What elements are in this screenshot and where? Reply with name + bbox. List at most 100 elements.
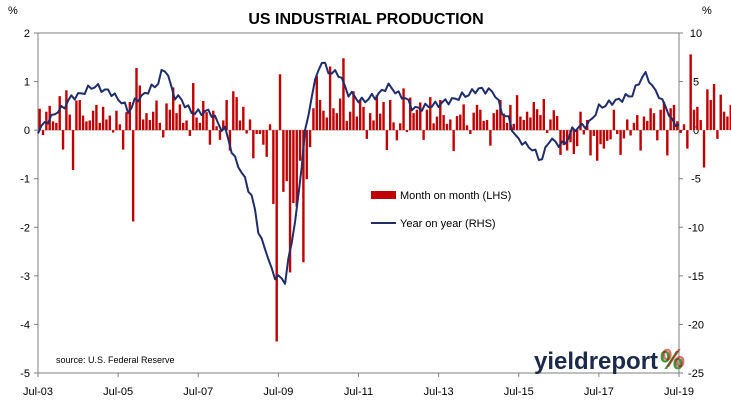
mom-bar bbox=[315, 75, 318, 131]
mom-bar bbox=[215, 126, 218, 131]
left-axis-ticks: 2 1 0 -1 -2 -3 -4 -5 bbox=[20, 28, 38, 380]
mom-bar bbox=[512, 123, 515, 131]
mom-bar bbox=[332, 108, 335, 131]
mom-bar bbox=[282, 130, 285, 192]
mom-bar bbox=[232, 91, 235, 131]
mom-bar bbox=[522, 119, 525, 131]
mom-bar bbox=[175, 113, 178, 131]
mom-bar bbox=[365, 130, 369, 139]
mom-bar bbox=[472, 112, 475, 131]
mom-bar bbox=[348, 111, 352, 131]
mom-bar bbox=[572, 130, 576, 154]
mom-bar bbox=[81, 115, 85, 131]
mom-bar bbox=[312, 108, 315, 131]
x-tick-label: Jul-05 bbox=[103, 386, 133, 398]
mom-bar bbox=[168, 109, 172, 131]
right-tick-label: 10 bbox=[690, 28, 702, 40]
mom-bar bbox=[278, 74, 282, 131]
mom-bar bbox=[91, 110, 95, 131]
left-axis-unit: % bbox=[8, 5, 18, 17]
mom-bar bbox=[422, 130, 425, 140]
x-tick-label: Jul-11 bbox=[344, 386, 373, 398]
mom-bar bbox=[402, 88, 405, 131]
mom-bar bbox=[302, 130, 305, 263]
mom-bar bbox=[145, 113, 148, 131]
legend-label-yoy: Year on year (RHS) bbox=[400, 218, 496, 230]
logo-percent-red: % bbox=[662, 343, 685, 373]
left-tick-label: -5 bbox=[20, 368, 30, 380]
mom-bar bbox=[75, 100, 78, 131]
mom-bar bbox=[636, 115, 639, 131]
mom-bar bbox=[626, 119, 629, 131]
mom-bar bbox=[719, 94, 722, 131]
mom-bar bbox=[689, 54, 692, 131]
mom-bar bbox=[642, 116, 646, 131]
mom-bar bbox=[182, 122, 185, 131]
mom-bar bbox=[308, 130, 312, 148]
mom-bar bbox=[669, 108, 672, 131]
x-tick-label: Jul-03 bbox=[23, 386, 53, 398]
mom-bar bbox=[475, 104, 479, 131]
mom-bar bbox=[419, 102, 422, 131]
mom-bar bbox=[212, 110, 215, 131]
mom-bar bbox=[435, 116, 439, 131]
mom-bar bbox=[479, 109, 482, 131]
mom-bar bbox=[185, 120, 188, 131]
mom-bar bbox=[409, 97, 412, 131]
legend: Month on month (LHS) Year on year (RHS) bbox=[371, 190, 511, 230]
right-tick-label: -5 bbox=[691, 174, 701, 186]
right-tick-label: -25 bbox=[688, 368, 704, 380]
mom-bar bbox=[305, 130, 308, 180]
mom-bar bbox=[706, 89, 709, 131]
logo-percent-green: % bbox=[660, 345, 683, 375]
mom-bar bbox=[362, 106, 365, 131]
mom-bar bbox=[125, 112, 128, 131]
mom-bar bbox=[519, 116, 522, 131]
mom-bar bbox=[659, 109, 662, 131]
mom-bar bbox=[649, 108, 652, 131]
mom-bar bbox=[205, 112, 208, 131]
mom-bar bbox=[288, 130, 292, 273]
mom-bar bbox=[55, 122, 58, 131]
mom-bar bbox=[552, 110, 555, 131]
mom-bar bbox=[459, 114, 462, 131]
mom-bar bbox=[258, 130, 262, 135]
mom-bar bbox=[612, 109, 616, 131]
mom-bar bbox=[542, 99, 545, 131]
source-note: source: U.S. Federal Reserve bbox=[56, 355, 175, 365]
mom-bar bbox=[58, 96, 61, 131]
mom-bar bbox=[252, 130, 255, 159]
mom-bar bbox=[515, 95, 519, 131]
mom-bar bbox=[202, 101, 205, 131]
mom-bar bbox=[492, 113, 495, 131]
mom-bar bbox=[596, 130, 599, 161]
mom-bar bbox=[455, 116, 459, 131]
mom-bar bbox=[632, 122, 636, 131]
mom-bar bbox=[582, 130, 586, 135]
mom-bar bbox=[656, 130, 659, 141]
mom-bar bbox=[382, 101, 385, 131]
mom-bar bbox=[101, 106, 105, 131]
mom-bar bbox=[666, 130, 669, 156]
mom-bar bbox=[729, 104, 731, 131]
mom-bar bbox=[485, 119, 489, 131]
mom-bar bbox=[98, 122, 101, 131]
mom-bar bbox=[172, 87, 175, 131]
mom-bar bbox=[539, 115, 542, 131]
mom-bar bbox=[262, 130, 265, 145]
left-tick-label: 2 bbox=[24, 28, 30, 40]
mom-bar bbox=[569, 130, 572, 143]
mom-bar bbox=[275, 130, 278, 342]
mom-bar bbox=[712, 84, 716, 131]
x-tick-label: Jul-19 bbox=[664, 386, 694, 398]
mom-bar bbox=[121, 130, 125, 150]
mom-bar bbox=[51, 121, 55, 131]
mom-bar bbox=[272, 130, 275, 204]
mom-bar bbox=[529, 117, 532, 131]
mom-bar bbox=[696, 106, 699, 131]
mom-bar bbox=[385, 130, 389, 151]
mom-bar bbox=[268, 124, 272, 131]
x-tick-label: Jul-09 bbox=[263, 386, 293, 398]
mom-bar bbox=[442, 115, 445, 131]
